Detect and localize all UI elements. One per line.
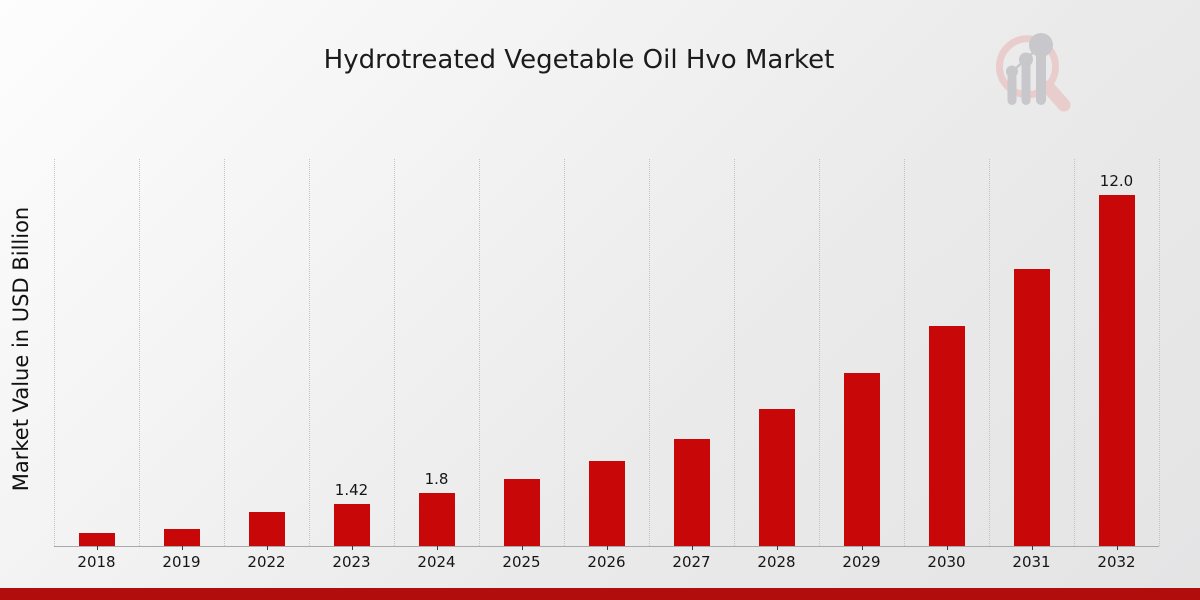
x-axis-tick [606,546,608,550]
x-axis-tick [436,546,438,550]
vertical-gridline [139,159,140,546]
vertical-gridline [649,159,650,546]
x-tick-label-2027: 2027 [672,553,711,571]
x-axis-tick [946,546,948,550]
x-tick-label-2030: 2030 [927,553,966,571]
bar-2024 [418,493,455,546]
x-axis-tick [96,546,98,550]
x-tick-label-2022: 2022 [247,553,286,571]
bar-2031 [1013,268,1050,546]
vertical-gridline [394,159,395,546]
vertical-gridline [1074,159,1075,546]
vertical-gridline [819,159,820,546]
bar-chart-magnifier-logo-icon [996,33,1071,112]
vertical-gridline [309,159,310,546]
bar-2023 [333,504,370,546]
bar-value-label-2032: 12.0 [1099,171,1134,190]
x-axis-tick [1116,546,1118,550]
bar-2028 [758,409,795,546]
footer-accent-strip [0,588,1200,600]
x-axis-tick [1031,546,1033,550]
bar-value-label-2023: 1.42 [334,481,369,500]
x-tick-label-2018: 2018 [77,553,116,571]
bar-value-label-2024: 1.8 [424,470,449,489]
vertical-gridline [564,159,565,546]
x-axis-tick [181,546,183,550]
bar-2022 [248,512,285,546]
x-tick-label-2025: 2025 [502,553,541,571]
plot-area: 2018 2019 2022 2023 1.42 2024 1.8 2025 2026 2027 2… [54,158,1160,571]
x-tick-label-2029: 2029 [842,553,881,571]
vertical-gridline [54,159,55,546]
x-axis-tick [266,546,268,550]
bar-2030 [928,326,965,546]
vertical-gridline [989,159,990,546]
x-tick-label-2024: 2024 [417,553,456,571]
x-tick-label-2019: 2019 [162,553,201,571]
x-axis-tick [691,546,693,550]
x-tick-label-2028: 2028 [757,553,796,571]
x-tick-label-2026: 2026 [587,553,626,571]
x-tick-label-2032: 2032 [1097,553,1136,571]
bar-2032 [1098,194,1135,546]
x-tick-label-2023: 2023 [332,553,371,571]
x-tick-label-2031: 2031 [1012,553,1051,571]
vertical-gridline [904,159,905,546]
bar-2025 [503,479,540,546]
bar-2019 [163,529,200,546]
vertical-gridline [479,159,480,546]
x-axis-tick [861,546,863,550]
bar-2029 [843,372,880,546]
vertical-gridline [224,159,225,546]
vertical-gridline [734,159,735,546]
x-axis-tick [521,546,523,550]
bar-2026 [588,461,625,546]
bar-2018 [78,533,115,546]
x-axis-tick [776,546,778,550]
x-axis-tick [351,546,353,550]
vertical-gridline [1159,159,1160,546]
y-axis-label: Market Value in USD Billion [9,206,33,492]
chart-title: Hydrotreated Vegetable Oil Hvo Market [323,45,835,75]
bar-2027 [673,438,710,546]
